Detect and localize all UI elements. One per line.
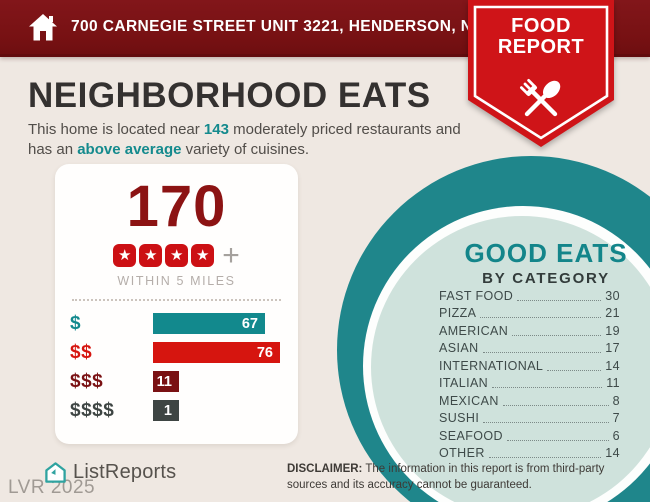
rating-row: ★ ★ ★ ★ + xyxy=(55,238,298,272)
intro-text: This home is located near 143 moderately… xyxy=(28,120,480,160)
dotted-leader xyxy=(547,369,602,371)
dotted-leader xyxy=(502,404,609,406)
dotted-leader xyxy=(517,299,602,301)
listreports-house-icon xyxy=(45,462,66,483)
dotted-leader xyxy=(488,457,602,458)
total-restaurants: 170 xyxy=(126,174,227,239)
property-address: 700 CARNEGIE STREET UNIT 3221, HENDERSON… xyxy=(71,18,533,35)
page-title: NEIGHBORHOOD EATS xyxy=(28,76,431,115)
bar-value: 76 xyxy=(256,344,273,361)
bar-value: 67 xyxy=(241,315,258,332)
bar: 11 xyxy=(153,371,179,392)
category-value: 7 xyxy=(612,411,620,426)
bar-row: $$$ 11 xyxy=(70,371,298,392)
star-glyph: ★ xyxy=(118,247,132,264)
category-value: 8 xyxy=(612,393,620,408)
category-value: 30 xyxy=(605,288,620,303)
intro-pre: This home is located near xyxy=(28,121,204,138)
star-glyph: ★ xyxy=(144,247,158,264)
good-eats-title: GOOD EATS xyxy=(464,238,628,268)
category-value: 14 xyxy=(605,358,620,373)
category-value: 14 xyxy=(605,446,620,461)
category-label: ITALIAN xyxy=(439,376,489,391)
plus-sign: + xyxy=(222,238,240,272)
list-item: MEXICAN 8 xyxy=(439,392,620,410)
category-label: PIZZA xyxy=(439,306,477,321)
radius-label: WITHIN 5 MILES xyxy=(117,274,236,288)
listreports-logo: ListReports xyxy=(44,461,176,484)
bar-value: 1 xyxy=(163,402,172,419)
ribbon-title-line2: REPORT xyxy=(497,36,585,58)
category-value: 19 xyxy=(605,323,620,338)
home-icon xyxy=(29,13,57,40)
category-value: 21 xyxy=(605,306,620,321)
list-item: OTHER 14 xyxy=(439,445,620,463)
category-label: SUSHI xyxy=(439,411,480,426)
dotted-leader xyxy=(492,387,603,388)
star-icon: ★ xyxy=(191,244,215,267)
list-item: FAST FOOD 30 xyxy=(439,287,620,305)
disclaimer-text: The information in this report is from t… xyxy=(287,463,605,492)
price-tier-bar-chart: $ 67 $$ 76 $$$ 11 $$$$ 1 xyxy=(70,313,298,421)
ribbon-shape xyxy=(468,0,614,147)
bar-row: $$ 76 xyxy=(70,342,298,363)
dotted-divider xyxy=(72,299,281,301)
category-label: SEAFOOD xyxy=(439,428,503,443)
list-item: AMERICAN 19 xyxy=(439,322,620,340)
category-label: AMERICAN xyxy=(439,323,509,338)
bar: 76 xyxy=(153,342,280,363)
list-item: PIZZA 21 xyxy=(439,305,620,323)
list-item: SUSHI 7 xyxy=(439,410,620,428)
ribbon-title-line1: FOOD xyxy=(511,15,571,37)
dotted-leader xyxy=(506,439,609,441)
restaurant-summary-card: 170 ★ ★ ★ ★ + WITHIN 5 MILES $ 67 $$ 76 … xyxy=(55,164,298,444)
bar-value: 11 xyxy=(156,373,172,390)
star-icon: ★ xyxy=(113,244,137,267)
dotted-leader xyxy=(483,422,609,423)
food-report-ribbon: FOOD REPORT xyxy=(468,0,614,152)
category-label: OTHER xyxy=(439,446,485,461)
good-eats-inner-circle xyxy=(371,216,650,502)
category-label: ASIAN xyxy=(439,341,479,356)
category-label: INTERNATIONAL xyxy=(439,358,544,373)
price-tier-label: $$$ xyxy=(70,370,104,392)
price-tier-label: $$$$ xyxy=(70,399,115,421)
crossed-spoon-and-fork-icon xyxy=(520,79,561,117)
ribbon-title: FOOD REPORT xyxy=(468,16,614,58)
bar: 1 xyxy=(153,400,179,421)
category-value: 17 xyxy=(605,341,620,356)
star-icon: ★ xyxy=(139,244,163,267)
bar: 67 xyxy=(153,313,265,334)
star-glyph: ★ xyxy=(170,247,184,264)
intro-mid: moderately priced restaurants and has an xyxy=(28,121,461,158)
brand-name: ListReports xyxy=(73,461,177,483)
price-tier-label: $ xyxy=(70,312,82,334)
category-label: FAST FOOD xyxy=(439,288,514,303)
list-item: INTERNATIONAL 14 xyxy=(439,357,620,375)
dotted-leader xyxy=(512,334,602,336)
list-item: ASIAN 17 xyxy=(439,340,620,358)
intro-post: variety of cuisines. xyxy=(181,140,310,158)
good-eats-subtitle: BY CATEGORY xyxy=(482,270,610,287)
variety-highlight: above average xyxy=(77,140,182,158)
bar-row: $$$$ 1 xyxy=(70,400,298,421)
list-item: SEAFOOD 6 xyxy=(439,427,620,445)
category-value: 11 xyxy=(606,376,620,391)
star-glyph: ★ xyxy=(196,247,210,264)
bar-row: $ 67 xyxy=(70,313,298,334)
category-label: MEXICAN xyxy=(439,393,499,408)
disclaimer: DISCLAIMER: The information in this repo… xyxy=(287,461,641,493)
category-list: FAST FOOD 30 PIZZA 21 AMERICAN 19 ASIAN 17 I… xyxy=(439,287,620,462)
dotted-leader xyxy=(480,317,602,318)
watermark: LVR 2025 xyxy=(8,477,96,498)
restaurant-count: 143 xyxy=(203,121,229,138)
disclaimer-label: DISCLAIMER: xyxy=(287,463,363,475)
star-icon: ★ xyxy=(165,244,189,267)
price-tier-label: $$ xyxy=(70,341,93,363)
category-value: 6 xyxy=(612,428,620,443)
good-eats-header: GOOD EATS BY CATEGORY xyxy=(421,238,650,287)
dotted-leader xyxy=(482,352,602,353)
list-item: ITALIAN 11 xyxy=(439,375,620,393)
